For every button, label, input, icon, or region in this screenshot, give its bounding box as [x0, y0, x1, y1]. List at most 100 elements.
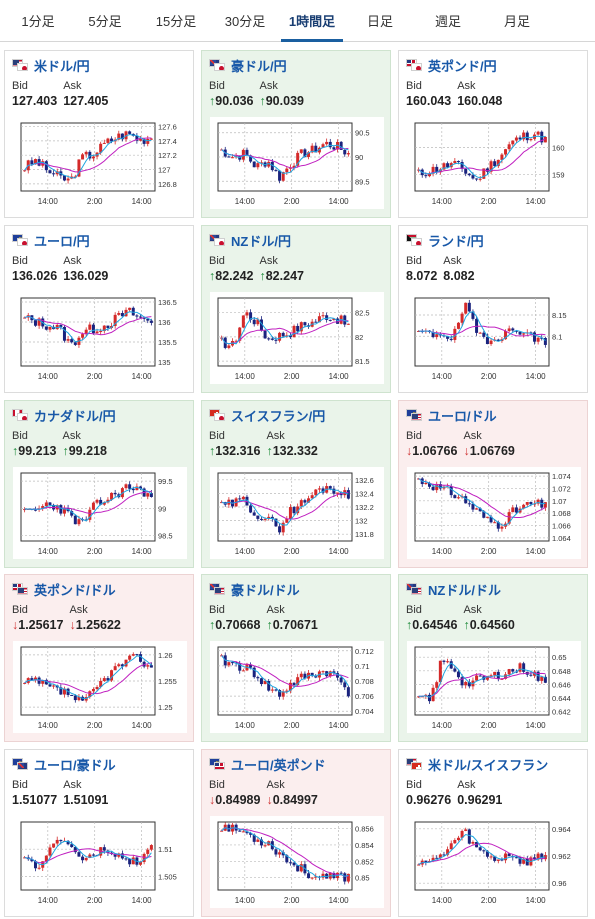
price-chart[interactable]: 14:00 2:00 14:00 1.074 1.072 1.07 1.068 1.066 1.… [407, 467, 581, 559]
pair-name[interactable]: ユーロ/豪ドル [34, 757, 116, 773]
pair-title[interactable]: NZドル/円 [209, 231, 291, 249]
pair-name[interactable]: 英ポンド/円 [428, 58, 497, 74]
candle-body [70, 844, 74, 848]
pair-title[interactable]: 英ポンド/ドル [12, 580, 116, 598]
pair-name[interactable]: 豪ドル/ドル [231, 582, 300, 598]
pair-card[interactable]: NZドル/円 Bid Ask ↑82.242 ↑82.247 14:00 2:00… [201, 225, 391, 393]
y-tick-label: 0.71 [355, 662, 370, 671]
pair-name[interactable]: カナダドル/円 [34, 408, 116, 424]
price-chart[interactable]: 14:00 2:00 14:00 132.6 132.4 132.2 132 131.8 [210, 467, 384, 559]
candle-body [328, 319, 332, 321]
pair-card[interactable]: 米ドル/スイスフラン Bid Ask 0.96276 0.96291 14:00… [398, 749, 588, 917]
tab-timeframe-5[interactable]: 日足 [366, 14, 393, 29]
tab-timeframe-4[interactable]: 1時間足 [281, 0, 343, 42]
pair-card[interactable]: スイスフラン/円 Bid Ask ↑132.316 ↑132.332 14:00… [201, 400, 391, 568]
pair-name[interactable]: ランド/円 [428, 233, 484, 249]
candle-body [533, 332, 537, 342]
pair-title[interactable]: 豪ドル/ドル [209, 580, 300, 598]
pair-card[interactable]: 英ポンド/ドル Bid Ask ↓1.25617 ↓1.25622 14:00 2… [4, 574, 194, 742]
tab-timeframe-7[interactable]: 月足 [503, 14, 530, 29]
japan-flag-icon [214, 63, 225, 71]
moving-average-fast-line [418, 135, 546, 179]
y-tick-label: 1.26 [158, 651, 173, 660]
candle-body [536, 337, 540, 342]
price-chart[interactable]: 14:00 2:00 14:00 160 159 [407, 117, 581, 209]
price-chart[interactable]: 14:00 2:00 14:00 99.5 99 98.5 [13, 467, 187, 559]
price-chart[interactable]: 14:00 2:00 14:00 8.15 8.1 [407, 292, 581, 384]
pair-card[interactable]: ユーロ/英ポンド Bid Ask ↓0.84989 ↓0.84997 14:00… [201, 749, 391, 917]
pair-title[interactable]: ユーロ/英ポンド [209, 755, 326, 773]
price-chart[interactable]: 14:00 2:00 14:00 1.26 1.255 1.25 [13, 641, 187, 733]
candle-body [427, 173, 431, 177]
y-tick-label: 89.5 [355, 177, 370, 186]
pair-card[interactable]: ユーロ/ドル Bid Ask ↓1.06766 ↓1.06769 14:00 2:… [398, 400, 588, 568]
price-chart[interactable]: 14:00 2:00 14:00 1.51 1.505 [13, 816, 187, 908]
pair-name[interactable]: 豪ドル/円 [231, 58, 287, 74]
candle-body [485, 168, 489, 172]
pair-title[interactable]: 米ドル/スイスフラン [406, 755, 548, 773]
pair-title[interactable]: 豪ドル/円 [209, 56, 287, 74]
tab-timeframe-6[interactable]: 週足 [434, 14, 461, 29]
candle-body [460, 313, 464, 323]
price-chart[interactable]: 14:00 2:00 14:00 0.65 0.648 0.646 0.644 0.642 [407, 641, 581, 733]
pair-card[interactable]: 豪ドル/ドル Bid Ask ↑0.70668 ↑0.70671 14:00 2:… [201, 574, 391, 742]
candle-body [314, 876, 318, 878]
candle-body [274, 170, 278, 172]
pair-name[interactable]: ユーロ/円 [34, 233, 90, 249]
price-chart[interactable]: 14:00 2:00 14:00 0.964 0.962 0.96 [407, 816, 581, 908]
candle-body [464, 829, 468, 831]
pair-card[interactable]: 豪ドル/円 Bid Ask ↑90.036 ↑90.039 14:00 2:00 1… [201, 50, 391, 218]
pair-title[interactable]: ユーロ/豪ドル [12, 755, 116, 773]
pair-card[interactable]: ユーロ/円 Bid Ask 136.026 136.029 14:00 2:00 1… [4, 225, 194, 393]
candle-body [525, 132, 529, 141]
price-chart[interactable]: 14:00 2:00 14:00 136.5 136 135.5 135 [13, 292, 187, 384]
pair-card[interactable]: ランド/円 Bid Ask 8.072 8.082 14:00 2:00 14:00… [398, 225, 588, 393]
ask-label: Ask [266, 779, 285, 791]
pair-card[interactable]: ユーロ/豪ドル Bid Ask 1.51077 1.51091 14:00 2:0… [4, 749, 194, 917]
bid-price: 136.026 [12, 269, 58, 283]
pair-title[interactable]: 英ポンド/円 [406, 56, 497, 74]
tab-timeframe-0[interactable]: 1分足 [21, 14, 55, 29]
pair-name[interactable]: NZドル/ドル [428, 582, 501, 598]
candle-body [485, 851, 489, 857]
tab-timeframe-2[interactable]: 15分足 [155, 14, 197, 29]
pair-name[interactable]: 英ポンド/ドル [34, 582, 116, 598]
candle-body [299, 322, 303, 332]
pair-title[interactable]: ユーロ/円 [12, 231, 90, 249]
candle-body [227, 662, 231, 666]
pair-name[interactable]: スイスフラン/円 [231, 408, 326, 424]
pair-card[interactable]: 英ポンド/円 Bid Ask 160.043 160.048 14:00 2:00… [398, 50, 588, 218]
candle-body [44, 679, 48, 685]
price-chart[interactable]: 14:00 2:00 14:00 0.856 0.854 0.852 0.85 [210, 816, 384, 908]
price-chart[interactable]: 14:00 2:00 14:00 90.5 90 89.5 [210, 117, 384, 209]
pair-name[interactable]: ユーロ/英ポンド [231, 757, 326, 773]
candle-body [314, 489, 318, 496]
pair-title[interactable]: カナダドル/円 [12, 406, 116, 424]
pair-title[interactable]: ユーロ/ドル [406, 406, 497, 424]
candle-body [456, 837, 460, 841]
candle-body [62, 175, 66, 181]
pair-name[interactable]: 米ドル/円 [34, 58, 90, 74]
price-chart[interactable]: 14:00 2:00 14:00 127.6 127.4 127.2 127 126.8 [13, 117, 187, 209]
x-tick-label: 2:00 [481, 721, 497, 730]
candle-body [467, 503, 471, 505]
moving-average-fast-line [221, 144, 349, 174]
candle-body [346, 687, 350, 697]
pair-card[interactable]: NZドル/ドル Bid Ask ↑0.64546 ↑0.64560 14:00 2… [398, 574, 588, 742]
pair-card[interactable]: カナダドル/円 Bid Ask ↑99.213 ↑99.218 14:00 2:0… [4, 400, 194, 568]
moving-average-fast-line [221, 317, 349, 345]
pair-title[interactable]: 米ドル/円 [12, 56, 90, 74]
tab-timeframe-3[interactable]: 30分足 [224, 14, 266, 29]
y-tick-label: 81.5 [355, 357, 370, 366]
pair-name[interactable]: 米ドル/スイスフラン [428, 757, 549, 773]
candle-body [37, 867, 41, 869]
pair-title[interactable]: ランド/円 [406, 231, 484, 249]
price-chart[interactable]: 14:00 2:00 14:00 0.712 0.71 0.708 0.706 0.704 [210, 641, 384, 733]
pair-name[interactable]: ユーロ/ドル [428, 408, 497, 424]
tab-timeframe-1[interactable]: 5分足 [88, 14, 122, 29]
price-chart[interactable]: 14:00 2:00 14:00 82.5 82 81.5 [210, 292, 384, 384]
pair-card[interactable]: 米ドル/円 Bid Ask 127.403 127.405 14:00 2:00 1… [4, 50, 194, 218]
pair-title[interactable]: NZドル/ドル [406, 580, 501, 598]
pair-name[interactable]: NZドル/円 [231, 233, 291, 249]
pair-title[interactable]: スイスフラン/円 [209, 406, 325, 424]
